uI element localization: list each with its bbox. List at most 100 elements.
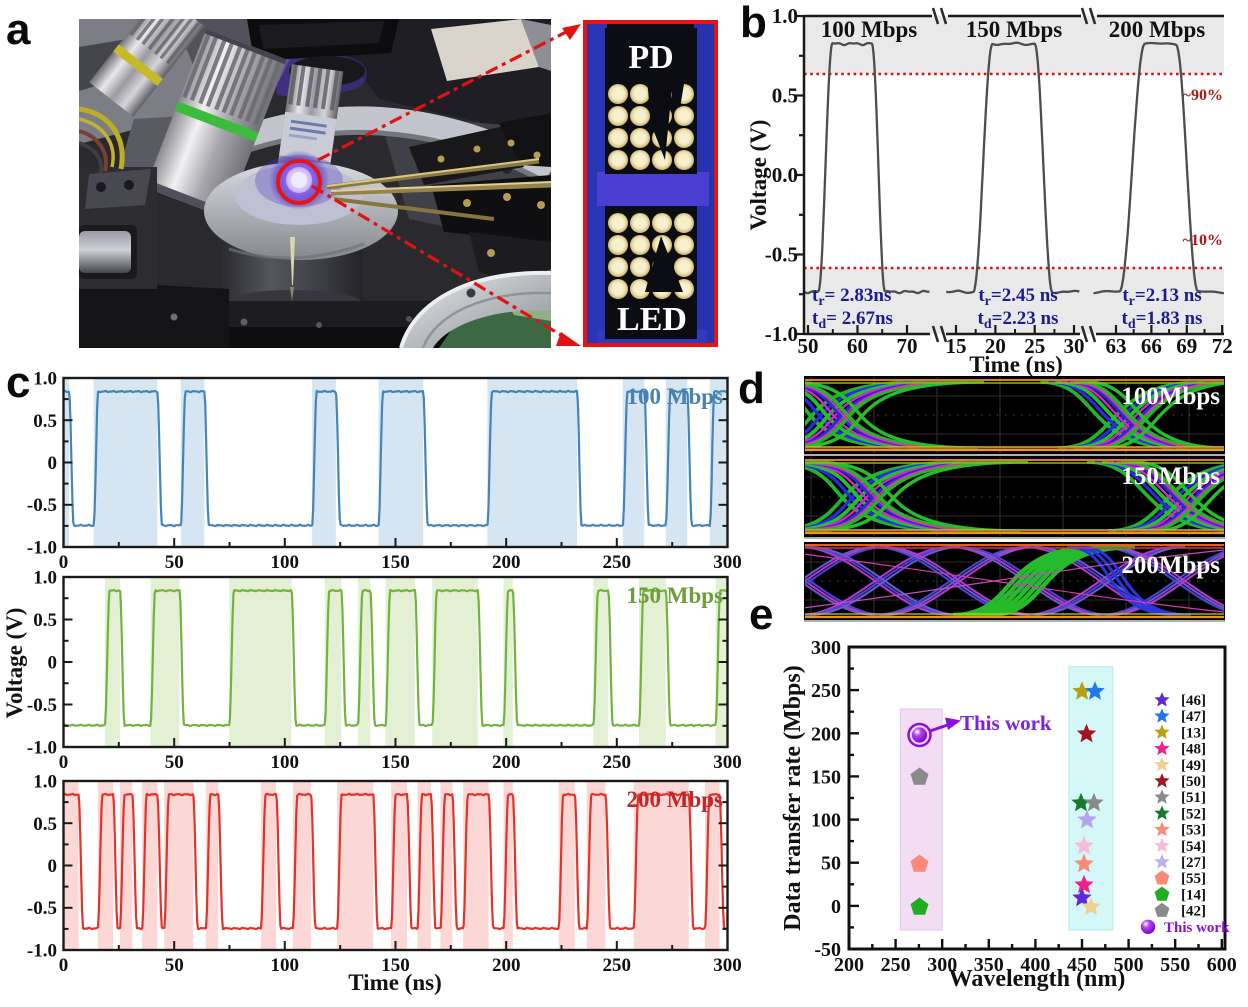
svg-text:69: 69	[1176, 334, 1197, 358]
svg-text:This work: This work	[960, 711, 1052, 735]
svg-text:250: 250	[811, 680, 841, 702]
svg-text:60: 60	[847, 334, 868, 358]
svg-text:200: 200	[834, 954, 864, 976]
svg-text:150: 150	[381, 955, 410, 976]
svg-text:15: 15	[946, 334, 967, 358]
svg-text:200 Mbps: 200 Mbps	[1109, 17, 1206, 42]
svg-text:100: 100	[271, 552, 300, 573]
svg-text:50: 50	[165, 955, 184, 976]
svg-text:100: 100	[811, 810, 841, 832]
svg-text:0: 0	[831, 896, 841, 918]
svg-text:63: 63	[1106, 334, 1127, 358]
svg-text:-1.0: -1.0	[765, 322, 798, 346]
svg-text:450: 450	[1067, 954, 1097, 976]
svg-text:50: 50	[165, 752, 184, 773]
svg-text:0.0: 0.0	[772, 163, 798, 187]
svg-text:150: 150	[811, 766, 841, 788]
svg-text:0.5: 0.5	[33, 814, 57, 835]
svg-text:Time (ns): Time (ns)	[348, 970, 442, 995]
svg-text:[46]: [46]	[1181, 693, 1206, 709]
svg-text:1.0: 1.0	[33, 369, 57, 390]
svg-text:Data transfer rate (Mbps): Data transfer rate (Mbps)	[780, 665, 806, 931]
svg-text:-50: -50	[814, 939, 841, 961]
svg-text:This work: This work	[1164, 920, 1230, 936]
svg-text:[48]: [48]	[1181, 742, 1206, 758]
svg-text:td= 2.67ns: td= 2.67ns	[812, 308, 893, 332]
svg-text:0.5: 0.5	[772, 84, 798, 108]
svg-text:[42]: [42]	[1181, 904, 1206, 920]
svg-text:250: 250	[881, 954, 911, 976]
svg-text:[54]: [54]	[1181, 839, 1206, 855]
svg-text:200: 200	[492, 552, 521, 573]
svg-text:1.0: 1.0	[33, 568, 57, 589]
svg-text:200 Mbps: 200 Mbps	[627, 787, 724, 812]
svg-text:Voltage (V): Voltage (V)	[746, 120, 771, 231]
svg-text:30: 30	[1064, 334, 1085, 358]
svg-text:200: 200	[492, 752, 521, 773]
svg-text:0.5: 0.5	[33, 411, 57, 432]
svg-text:PD: PD	[628, 39, 673, 76]
svg-text:1.0: 1.0	[33, 772, 57, 793]
svg-text:-0.5: -0.5	[27, 898, 57, 919]
svg-text:150: 150	[381, 552, 410, 573]
svg-text:[27]: [27]	[1181, 855, 1206, 871]
svg-text:1.0: 1.0	[772, 4, 798, 28]
svg-text:d: d	[738, 364, 765, 413]
svg-text:~10%: ~10%	[1183, 232, 1223, 249]
svg-text:a: a	[6, 5, 31, 54]
svg-text:150 Mbps: 150 Mbps	[627, 583, 724, 608]
svg-text:e: e	[749, 590, 773, 639]
svg-text:100: 100	[271, 752, 300, 773]
svg-text:250: 250	[603, 552, 632, 573]
svg-text:td=2.23 ns: td=2.23 ns	[978, 308, 1059, 332]
svg-text:0: 0	[48, 653, 58, 674]
svg-text:LED: LED	[617, 301, 687, 338]
svg-text:300: 300	[713, 752, 742, 773]
svg-text:[51]: [51]	[1181, 790, 1206, 806]
svg-text:tr=2.13 ns: tr=2.13 ns	[1122, 285, 1201, 309]
svg-text:150Mbps: 150Mbps	[1121, 463, 1220, 490]
svg-text:500: 500	[1114, 954, 1144, 976]
svg-text:250: 250	[603, 752, 632, 773]
svg-text:tr=2.45 ns: tr=2.45 ns	[978, 285, 1057, 309]
svg-text:-1.0: -1.0	[27, 941, 57, 962]
svg-text:td=1.83 ns: td=1.83 ns	[1122, 308, 1203, 332]
svg-text:[49]: [49]	[1181, 758, 1206, 774]
svg-text:-1.0: -1.0	[27, 738, 57, 759]
svg-text:100Mbps: 100Mbps	[1121, 383, 1220, 410]
svg-text:72: 72	[1212, 334, 1233, 358]
svg-text:350: 350	[974, 954, 1004, 976]
svg-text:200: 200	[811, 723, 841, 745]
svg-text:300: 300	[927, 954, 957, 976]
svg-text:100 Mbps: 100 Mbps	[627, 384, 724, 409]
svg-text:600: 600	[1207, 954, 1237, 976]
svg-text:300: 300	[811, 637, 841, 659]
svg-text:c: c	[6, 358, 30, 407]
svg-text:100 Mbps: 100 Mbps	[821, 17, 918, 42]
svg-text:50: 50	[798, 334, 819, 358]
svg-text:70: 70	[897, 334, 918, 358]
svg-text:300: 300	[713, 955, 742, 976]
svg-text:[50]: [50]	[1181, 774, 1206, 790]
svg-text:Time (ns): Time (ns)	[969, 352, 1063, 377]
svg-text:50: 50	[165, 552, 184, 573]
svg-text:-0.5: -0.5	[27, 695, 57, 716]
svg-text:66: 66	[1141, 334, 1162, 358]
svg-text:250: 250	[603, 955, 632, 976]
svg-text:-0.5: -0.5	[27, 495, 57, 516]
svg-text:[13]: [13]	[1181, 725, 1206, 741]
svg-text:150 Mbps: 150 Mbps	[966, 17, 1063, 42]
svg-text:400: 400	[1020, 954, 1050, 976]
svg-text:~90%: ~90%	[1183, 87, 1223, 104]
svg-text:0: 0	[59, 955, 69, 976]
svg-text:0.5: 0.5	[33, 610, 57, 631]
svg-text:[47]: [47]	[1181, 709, 1206, 725]
svg-text:[53]: [53]	[1181, 823, 1206, 839]
svg-text:100: 100	[271, 955, 300, 976]
svg-text:0: 0	[48, 856, 58, 877]
svg-text:-1.0: -1.0	[27, 538, 57, 559]
svg-text:b: b	[740, 0, 767, 47]
svg-text:[14]: [14]	[1181, 887, 1206, 903]
svg-text:20: 20	[985, 334, 1006, 358]
svg-text:[52]: [52]	[1181, 806, 1206, 822]
